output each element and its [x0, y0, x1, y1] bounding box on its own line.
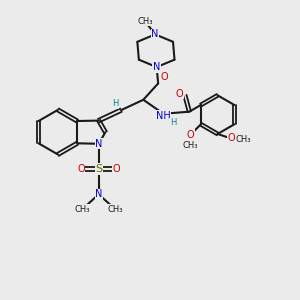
Text: N: N [152, 29, 159, 39]
Text: CH₃: CH₃ [137, 16, 152, 26]
Text: NH: NH [156, 110, 171, 121]
Text: H: H [112, 99, 119, 108]
Text: S: S [95, 164, 102, 174]
Text: CH₃: CH₃ [236, 135, 251, 144]
Text: O: O [187, 130, 194, 140]
Text: O: O [77, 164, 85, 174]
Text: O: O [176, 89, 183, 99]
Text: H: H [170, 118, 176, 127]
Text: CH₃: CH₃ [75, 205, 90, 214]
Text: N: N [95, 189, 102, 199]
Text: O: O [161, 73, 169, 82]
Text: CH₃: CH₃ [183, 142, 198, 151]
Text: O: O [227, 134, 235, 143]
Text: N: N [95, 139, 102, 149]
Text: N: N [153, 62, 160, 72]
Text: O: O [113, 164, 120, 174]
Text: CH₃: CH₃ [107, 205, 123, 214]
